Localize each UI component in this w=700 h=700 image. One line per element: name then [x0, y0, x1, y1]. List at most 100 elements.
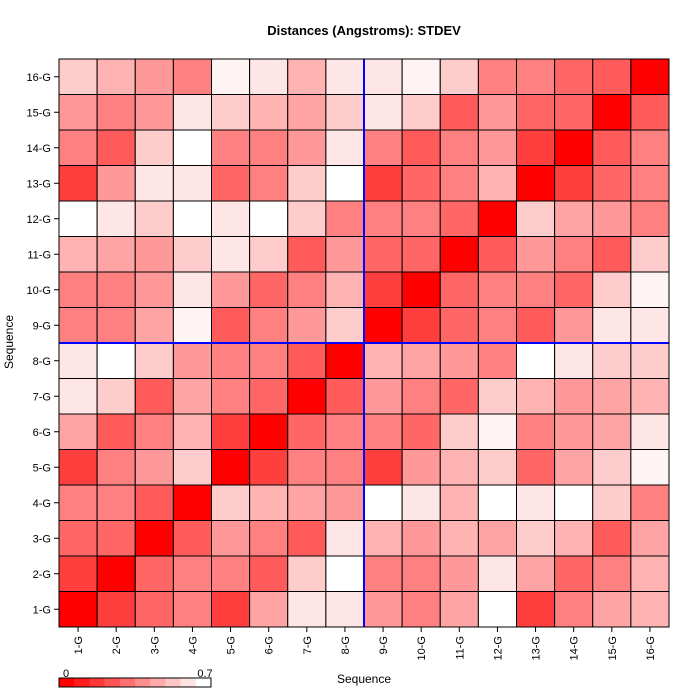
heatmap-cell	[212, 343, 250, 379]
heatmap-cell	[59, 521, 97, 557]
heatmap-cell	[59, 95, 97, 131]
heatmap-cell	[517, 201, 555, 237]
heatmap-cell	[135, 379, 173, 415]
heatmap-cell	[478, 556, 516, 592]
heatmap-cell	[593, 521, 631, 557]
heatmap-cell	[631, 130, 669, 166]
chart-title: Distances (Angstroms): STDEV	[267, 23, 461, 38]
heatmap-cell	[593, 379, 631, 415]
heatmap-cell	[364, 308, 402, 344]
colorbar-swatch	[120, 678, 136, 687]
heatmap-cell	[440, 556, 478, 592]
heatmap-cell	[440, 521, 478, 557]
colorbar-swatch	[150, 678, 166, 687]
heatmap-cell	[288, 450, 326, 486]
heatmap-cell	[173, 201, 211, 237]
heatmap-cell	[555, 414, 593, 450]
heatmap-cell	[288, 343, 326, 379]
heatmap-cell	[364, 414, 402, 450]
heatmap-cell	[593, 308, 631, 344]
heatmap-cell	[288, 556, 326, 592]
heatmap-cell	[402, 414, 440, 450]
heatmap-cell	[555, 237, 593, 273]
heatmap-cell	[135, 556, 173, 592]
heatmap-cell	[250, 485, 288, 521]
heatmap-cell	[440, 272, 478, 308]
heatmap-cell	[555, 201, 593, 237]
heatmap-cell	[212, 237, 250, 273]
heatmap-cell	[173, 414, 211, 450]
x-tick-label: 16-G	[645, 636, 657, 660]
x-tick-label: 3-G	[149, 636, 161, 654]
heatmap-cell	[97, 130, 135, 166]
heatmap-cell	[326, 592, 364, 628]
heatmap-cell	[555, 272, 593, 308]
heatmap-cell	[440, 379, 478, 415]
heatmap-cell	[593, 556, 631, 592]
heatmap-cell	[173, 237, 211, 273]
y-tick-label: 9-G	[33, 320, 51, 332]
heatmap-cell	[593, 201, 631, 237]
heatmap-cell	[250, 592, 288, 628]
heatmap-cell	[212, 556, 250, 592]
heatmap-cell	[440, 95, 478, 131]
heatmap-cell	[517, 485, 555, 521]
heatmap-cell	[97, 485, 135, 521]
heatmap-cell	[364, 592, 402, 628]
heatmap-cell	[173, 272, 211, 308]
heatmap-cell	[173, 166, 211, 202]
heatmap-cell	[517, 237, 555, 273]
heatmap-cell	[250, 201, 288, 237]
heatmap-cell	[250, 556, 288, 592]
heatmap-cell	[135, 308, 173, 344]
heatmap-cell	[288, 485, 326, 521]
heatmap-cell	[478, 130, 516, 166]
heatmap-cell	[288, 379, 326, 415]
heatmap-cell	[288, 95, 326, 131]
heatmap-cell	[173, 59, 211, 95]
x-tick-label: 9-G	[378, 636, 390, 654]
heatmap-cell	[478, 592, 516, 628]
heatmap-cell	[135, 166, 173, 202]
heatmap-cell	[593, 237, 631, 273]
heatmap-cell	[478, 450, 516, 486]
colorbar-swatch	[74, 678, 90, 687]
heatmap-cell	[402, 272, 440, 308]
colorbar-swatch	[165, 678, 181, 687]
heatmap-cell	[593, 343, 631, 379]
x-tick-label: 1-G	[73, 636, 85, 654]
heatmap-cell	[478, 272, 516, 308]
heatmap-cell	[440, 414, 478, 450]
heatmap-cell	[97, 308, 135, 344]
heatmap-cell	[97, 201, 135, 237]
heatmap-cell	[555, 379, 593, 415]
heatmap-cell	[250, 379, 288, 415]
heatmap-cell	[97, 237, 135, 273]
y-tick-label: 8-G	[33, 356, 51, 368]
y-axis-label: Sequence	[2, 315, 16, 369]
heatmap-cell	[212, 308, 250, 344]
heatmap-cell	[173, 95, 211, 131]
heatmap-cell	[478, 59, 516, 95]
heatmap-cell	[593, 272, 631, 308]
y-axis-ticks: 1-G2-G3-G4-G5-G6-G7-G8-G9-G10-G11-G12-G1…	[27, 72, 59, 617]
heatmap-cell	[631, 201, 669, 237]
heatmap-cell	[288, 308, 326, 344]
heatmap-cell	[440, 237, 478, 273]
heatmap-cell	[440, 130, 478, 166]
heatmap-cell	[326, 521, 364, 557]
heatmap-cell	[173, 485, 211, 521]
heatmap-cell	[555, 343, 593, 379]
heatmap-cell	[478, 379, 516, 415]
heatmap-cell	[250, 59, 288, 95]
heatmap-cell	[97, 592, 135, 628]
heatmap-cell	[631, 343, 669, 379]
x-tick-label: 15-G	[607, 636, 619, 660]
x-tick-label: 2-G	[111, 636, 123, 654]
heatmap-cell	[402, 95, 440, 131]
heatmap-cell	[135, 201, 173, 237]
heatmap-cell	[59, 59, 97, 95]
heatmap-cell	[59, 343, 97, 379]
x-tick-label: 10-G	[416, 636, 428, 660]
